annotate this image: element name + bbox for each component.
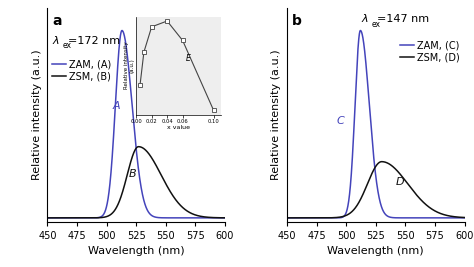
Text: =147 nm: =147 nm — [377, 14, 429, 24]
Text: a: a — [53, 14, 62, 28]
Text: λ: λ — [53, 36, 59, 46]
Y-axis label: Relative intensity (a.u.): Relative intensity (a.u.) — [32, 49, 42, 180]
Text: λ: λ — [362, 14, 368, 24]
Text: ex: ex — [371, 20, 380, 29]
X-axis label: Wavelength (nm): Wavelength (nm) — [328, 246, 424, 256]
Text: ex: ex — [63, 41, 72, 50]
X-axis label: Wavelength (nm): Wavelength (nm) — [88, 246, 184, 256]
Text: D: D — [396, 177, 404, 187]
Text: b: b — [292, 14, 302, 28]
Text: C: C — [337, 116, 345, 126]
Legend: ZAM, (A), ZSM, (B): ZAM, (A), ZSM, (B) — [52, 60, 111, 82]
Text: B: B — [129, 169, 137, 179]
Legend: ZAM, (C), ZSM, (D): ZAM, (C), ZSM, (D) — [401, 41, 460, 62]
Text: A: A — [112, 101, 120, 111]
Text: =172 nm: =172 nm — [68, 36, 120, 46]
Y-axis label: Relative intensity (a.u.): Relative intensity (a.u.) — [272, 49, 282, 180]
